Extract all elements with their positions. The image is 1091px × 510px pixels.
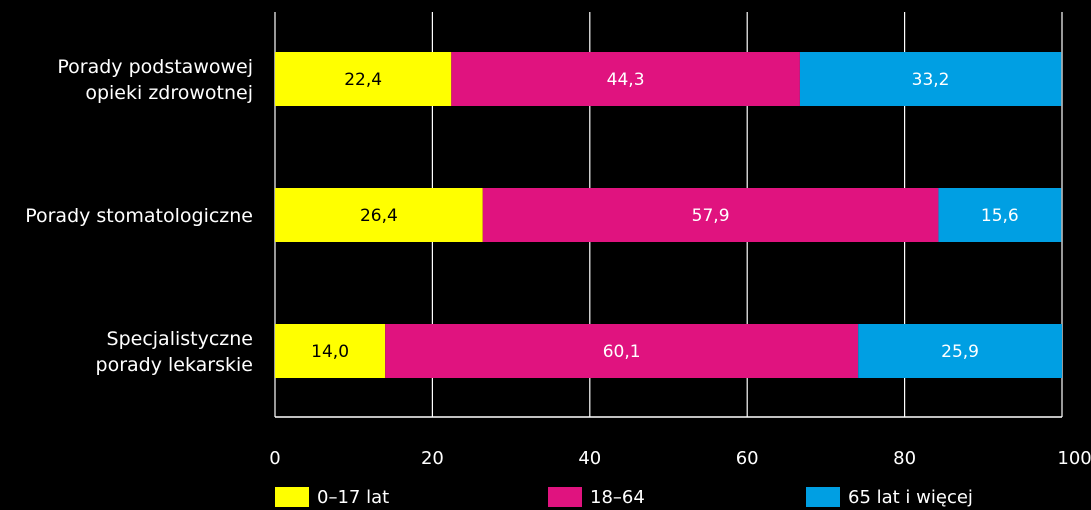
category-label-3-line-1: Specjalistyczne <box>107 328 253 350</box>
legend-swatch-1 <box>275 487 309 507</box>
x-axis-ticks: 0 20 40 60 80 100 % <box>269 448 1091 469</box>
legend: 0–17 lat 18–64 65 lat i więcej <box>275 487 973 508</box>
x-tick-label-40: 40 <box>578 448 601 469</box>
bar-segment-3-2 <box>385 324 859 378</box>
data-label-3-2: 60,1 <box>603 342 641 362</box>
bar-segment-1-2 <box>451 52 800 106</box>
legend-label-2: 18–64 <box>590 487 645 508</box>
data-label-2-3: 15,6 <box>981 206 1019 226</box>
category-label-3-line-2: porady lekarskie <box>96 354 253 376</box>
bar-segment-2-1 <box>275 188 483 242</box>
x-tick-label-100: 100 % <box>1057 448 1091 469</box>
bar-segment-1-3 <box>799 52 1062 106</box>
x-tick-label-60: 60 <box>736 448 759 469</box>
legend-swatch-2 <box>548 487 582 507</box>
bar-segment-3-1 <box>275 324 386 378</box>
legend-swatch-3 <box>806 487 840 507</box>
category-label-2-line-1: Porady stomatologiczne <box>25 205 253 227</box>
x-tick-label-20: 20 <box>421 448 444 469</box>
data-label-2-1: 26,4 <box>360 206 398 226</box>
category-label-1-line-1: Porady podstawowej <box>57 56 253 78</box>
bar-segment-1-1 <box>275 52 452 106</box>
bar-segment-2-2 <box>482 188 939 242</box>
bar-segment-3-3 <box>858 324 1062 378</box>
data-label-2-2: 57,9 <box>692 206 730 226</box>
bars: 22,4 44,3 33,2 26,4 57,9 15,6 14,0 60,1 25,9 <box>275 52 1062 378</box>
category-labels: Porady podstawowej opieki zdrowotnej Porad… <box>25 56 253 376</box>
x-tick-label-0: 0 <box>269 448 280 469</box>
data-label-1-1: 22,4 <box>344 70 382 90</box>
bar-segment-2-3 <box>938 188 1062 242</box>
legend-label-1: 0–17 lat <box>317 487 389 508</box>
data-label-1-2: 44,3 <box>607 70 645 90</box>
data-label-3-1: 14,0 <box>311 342 349 362</box>
category-label-1-line-2: opieki zdrowotnej <box>85 82 253 104</box>
x-tick-label-80: 80 <box>893 448 916 469</box>
data-label-3-3: 25,9 <box>941 342 979 362</box>
legend-label-3: 65 lat i więcej <box>848 487 973 508</box>
data-label-1-3: 33,2 <box>912 70 950 90</box>
